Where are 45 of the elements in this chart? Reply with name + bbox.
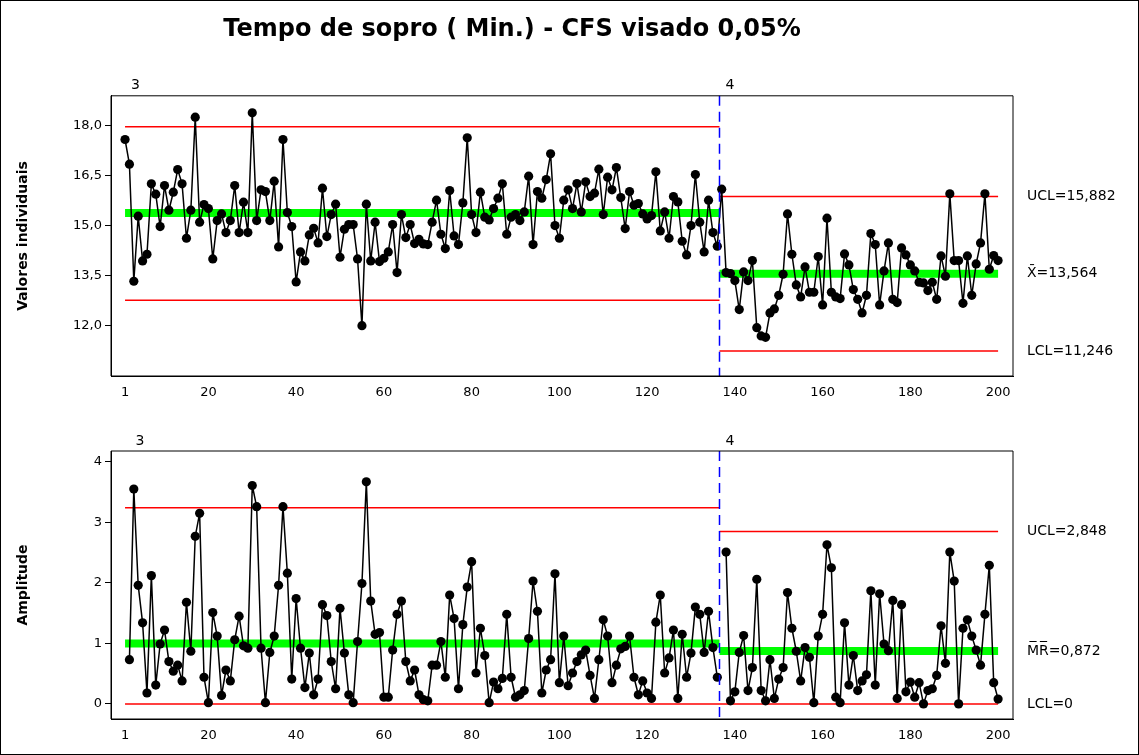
- text: 3: [135, 431, 145, 448]
- x-tick-label: 80: [463, 727, 480, 743]
- y-tick-label: 18,0: [73, 117, 102, 133]
- y-tick-label: 13,5: [73, 267, 102, 283]
- x-tick-label: 160: [810, 384, 836, 400]
- x-tick-label: 180: [897, 727, 923, 743]
- x-tick-label: 60: [375, 384, 393, 400]
- y-tick-label: 15,0: [73, 217, 102, 233]
- x-tick-label: 120: [634, 384, 660, 400]
- x-tick-label: 40: [287, 384, 305, 400]
- y-axis-title: Valores individuais: [14, 161, 31, 311]
- x-tick-label: 100: [546, 727, 572, 743]
- text: M̅R̅=0,872: [1027, 641, 1101, 658]
- x-tick-label: 160: [810, 727, 836, 743]
- y-tick-label: 12,0: [73, 317, 102, 333]
- text: 4: [725, 431, 735, 448]
- x-tick-label: 120: [634, 727, 660, 743]
- x-tick-label: 200: [985, 384, 1011, 400]
- x-tick-label: 140: [722, 727, 748, 743]
- text: LCL=0: [1027, 694, 1074, 711]
- x-tick-label: 40: [287, 727, 305, 743]
- y-tick-label: 2: [93, 574, 102, 590]
- x-tick-label: 200: [985, 727, 1011, 743]
- text: 4: [725, 76, 735, 93]
- text: UCL=2,848: [1027, 522, 1107, 539]
- y-tick-label: 1: [93, 634, 102, 650]
- x-tick-label: 180: [897, 384, 923, 400]
- text: 3: [131, 76, 140, 93]
- x-tick-label: 80: [463, 384, 480, 400]
- y-tick-label: 3: [93, 513, 102, 529]
- x-tick-label: 20: [200, 727, 217, 743]
- text: X̄=13,564: [1027, 263, 1098, 281]
- y-tick-label: 4: [93, 453, 102, 469]
- y-axis-title: Amplitude: [14, 544, 31, 626]
- x-tick-label: 100: [546, 384, 572, 400]
- text: UCL=15,882: [1027, 187, 1116, 204]
- x-tick-label: 1: [120, 727, 130, 743]
- x-tick-label: 20: [200, 384, 217, 400]
- text: LCL=11,246: [1027, 341, 1114, 358]
- x-tick-label: 140: [722, 384, 748, 400]
- y-tick-label: 16,5: [73, 167, 102, 183]
- x-tick-label: 1: [120, 384, 130, 400]
- chart-title: Tempo de sopro ( Min.) - CFS visado 0,05%: [223, 13, 801, 42]
- x-tick-label: 60: [375, 727, 393, 743]
- y-tick-label: 0: [93, 695, 102, 711]
